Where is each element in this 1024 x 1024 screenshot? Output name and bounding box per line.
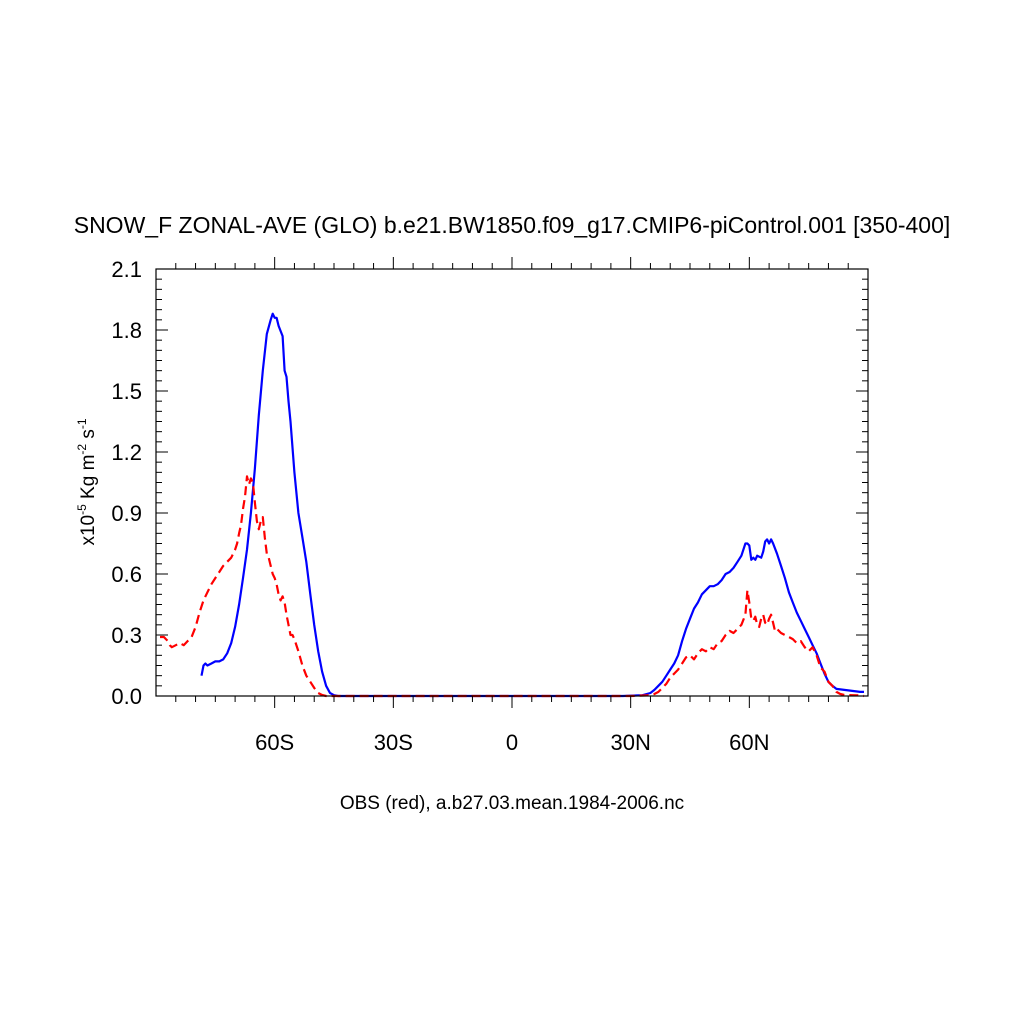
series-line-0 [200,312,864,698]
y-axis-label-prefix: x10 [78,515,99,546]
x-tick-label: 0 [506,730,518,755]
x-tick-label: 60N [729,730,769,755]
y-axis-label-mid2: s [78,429,99,444]
y-axis-label-mid: Kg m [78,455,99,505]
y-axis-label-exp3: -1 [75,418,89,429]
x-tick-label: 60S [255,730,294,755]
plot-area: 0.0 0.3 0.6 0.9 1.2 1.5 1.8 2.1 60S 30S 0 30N 60N [111,257,869,755]
y-tick-label: 1.2 [111,440,142,465]
y-tick-label: 1.8 [111,318,142,343]
plot-frame [155,268,869,697]
y-tick-label: 0.9 [111,501,142,526]
y-tick-label: 1.5 [111,379,142,404]
series-line-1 [160,475,865,698]
y-axis-label-exp1: -5 [75,504,89,515]
y-axis-label-exp2: -2 [75,444,89,455]
y-tick-label: 0.6 [111,562,142,587]
y-tick-label: 0.0 [111,684,142,709]
chart-title: SNOW_F ZONAL-AVE (GLO) b.e21.BW1850.f09_… [74,212,951,238]
x-axis-label: OBS (red), a.b27.03.mean.1984-2006.nc [340,793,684,814]
y-tick-label: 0.3 [111,623,142,648]
x-tick-label: 30S [374,730,413,755]
y-tick-label: 2.1 [111,257,142,282]
x-tick-label: 30N [610,730,650,755]
y-axis-label: x10-5 Kg m-2 s-1 [75,418,99,545]
